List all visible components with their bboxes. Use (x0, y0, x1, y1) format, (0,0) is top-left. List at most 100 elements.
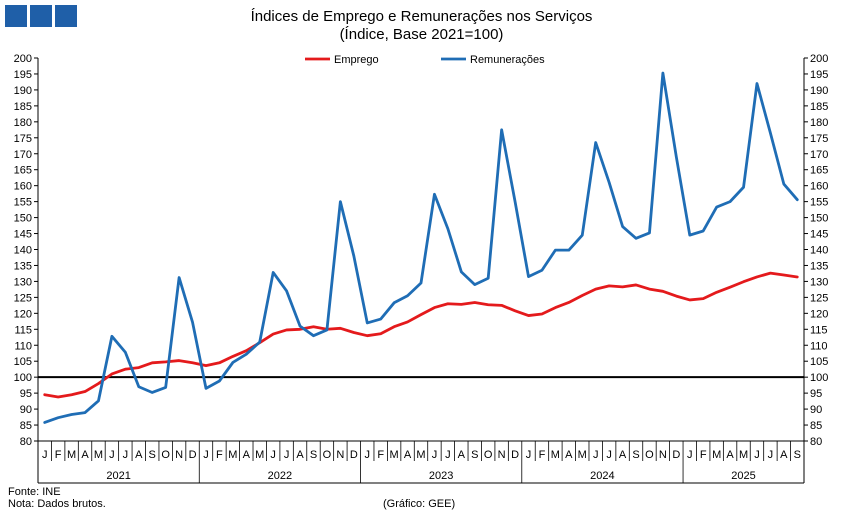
y-tick-label-right: 150 (810, 213, 828, 225)
y-tick-label-left: 120 (14, 308, 32, 320)
y-tick-label-left: 85 (20, 420, 32, 432)
month-label: S (632, 449, 639, 461)
month-label: J (606, 449, 612, 461)
y-tick-label-right: 105 (810, 356, 828, 368)
month-label: M (390, 449, 399, 461)
month-label: J (687, 449, 693, 461)
y-tick-label-left: 200 (14, 53, 32, 65)
month-label: N (175, 449, 183, 461)
y-tick-label-right: 80 (810, 436, 822, 448)
month-label: M (255, 449, 264, 461)
month-label: J (768, 449, 774, 461)
month-label: J (42, 449, 48, 461)
logo-square (30, 5, 52, 27)
month-label: N (659, 449, 667, 461)
y-tick-label-left: 140 (14, 245, 32, 257)
month-label: F (539, 449, 546, 461)
month-label: J (754, 449, 760, 461)
month-label: J (123, 449, 129, 461)
source-note: Fonte: INE (8, 486, 61, 498)
month-label: A (81, 449, 89, 461)
series-line-remuneracoes (43, 71, 799, 424)
y-tick-label-left: 165 (14, 165, 32, 177)
chart-subtitle: (Índice, Base 2021=100) (339, 26, 504, 43)
month-label: J (432, 449, 438, 461)
legend-label: Remunerações (470, 54, 545, 66)
legend-label: Emprego (334, 54, 379, 66)
month-label: O (323, 449, 332, 461)
month-label: M (228, 449, 237, 461)
month-label: F (377, 449, 384, 461)
month-label: A (458, 449, 466, 461)
month-label: J (284, 449, 290, 461)
y-tick-label-right: 110 (810, 340, 828, 352)
month-label: M (94, 449, 103, 461)
y-tick-label-right: 190 (810, 85, 828, 97)
y-tick-label-right: 160 (810, 181, 828, 193)
logo-square (55, 5, 77, 27)
y-tick-label-left: 190 (14, 85, 32, 97)
month-label: S (794, 449, 801, 461)
y-tick-label-left: 115 (14, 324, 32, 336)
y-tick-label-right: 85 (810, 420, 822, 432)
month-label: D (189, 449, 197, 461)
y-tick-label-left: 195 (14, 69, 32, 81)
y-tick-label-left: 110 (14, 340, 32, 352)
y-tick-label-right: 115 (810, 324, 828, 336)
y-tick-label-left: 180 (14, 117, 32, 129)
y-tick-label-right: 100 (810, 372, 828, 384)
year-label: 2024 (590, 470, 614, 482)
y-tick-label-right: 145 (810, 229, 828, 241)
y-tick-label-right: 120 (810, 308, 828, 320)
y-tick-label-left: 135 (14, 260, 32, 272)
y-tick-label-right: 165 (810, 165, 828, 177)
y-tick-label-left: 95 (20, 388, 32, 400)
y-tick-label-left: 170 (14, 149, 32, 161)
month-label: N (498, 449, 506, 461)
y-tick-label-left: 185 (14, 101, 32, 113)
month-label: J (203, 449, 209, 461)
month-label: D (350, 449, 358, 461)
y-tick-label-left: 160 (14, 181, 32, 193)
y-tick-label-right: 140 (810, 245, 828, 257)
y-tick-label-right: 130 (810, 276, 828, 288)
y-tick-label-right: 170 (810, 149, 828, 161)
month-label: F (55, 449, 62, 461)
y-tick-label-right: 135 (810, 260, 828, 272)
month-label: O (484, 449, 493, 461)
month-label: N (336, 449, 344, 461)
y-tick-label-left: 145 (14, 229, 32, 241)
y-tick-label-right: 90 (810, 404, 822, 416)
year-label: 2022 (268, 470, 292, 482)
chart-title-block: Índices de Emprego e Remunerações nos Se… (0, 8, 843, 44)
brand-logo (5, 5, 77, 27)
month-label: J (109, 449, 115, 461)
y-tick-label-right: 195 (810, 69, 828, 81)
year-label: 2021 (106, 470, 130, 482)
y-tick-label-right: 125 (810, 292, 828, 304)
y-tick-label-right: 155 (810, 197, 828, 209)
month-label: M (67, 449, 76, 461)
month-label: S (149, 449, 156, 461)
month-label: S (310, 449, 317, 461)
month-label: A (726, 449, 734, 461)
y-tick-label-right: 175 (810, 133, 828, 145)
y-tick-label-right: 185 (810, 101, 828, 113)
year-label: 2023 (429, 470, 453, 482)
logo-square (5, 5, 27, 27)
month-label: A (135, 449, 143, 461)
chart-credit: (Gráfico: GEE) (383, 498, 456, 510)
month-label: A (619, 449, 627, 461)
month-label: O (645, 449, 654, 461)
month-label: O (161, 449, 170, 461)
y-tick-label-left: 130 (14, 276, 32, 288)
month-label: D (672, 449, 680, 461)
y-tick-label-left: 125 (14, 292, 32, 304)
month-label: A (780, 449, 788, 461)
chart-title: Índices de Emprego e Remunerações nos Se… (250, 8, 593, 25)
month-label: J (270, 449, 276, 461)
month-label: M (416, 449, 425, 461)
y-tick-label-right: 95 (810, 388, 822, 400)
y-tick-label-right: 180 (810, 117, 828, 129)
